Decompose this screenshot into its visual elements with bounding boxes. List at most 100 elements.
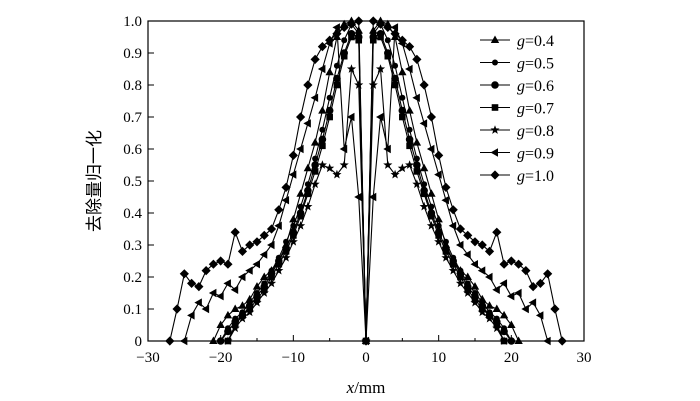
data-point-marker [455,240,464,250]
data-point-marker [434,237,444,246]
plot-marks [165,16,567,346]
data-point-marker [283,238,290,245]
data-point-marker [477,240,487,250]
data-point-marker [194,298,202,307]
data-point-marker [514,259,524,269]
data-point-marker [390,29,400,39]
y-tick-label: 0.1 [123,302,142,318]
data-point-marker [252,260,260,269]
data-point-marker [448,221,457,230]
data-point-marker [406,142,413,150]
data-point-marker [441,253,451,262]
legend-label-var: g [517,146,525,163]
data-point-marker [499,279,508,288]
data-point-marker [325,106,334,115]
y-tick-label: 0.6 [123,142,142,158]
data-point-marker [500,327,508,336]
data-point-marker [252,297,262,307]
data-point-marker [325,35,335,45]
data-point-marker [506,256,516,266]
series-g-0-8 [223,64,509,345]
data-point-marker [237,246,248,256]
series-line [183,27,549,342]
legend-item: g=0.4 [480,33,554,50]
data-point-marker [230,285,239,294]
data-point-marker [413,168,421,175]
data-point-marker [427,189,436,197]
data-point-marker [303,80,313,90]
y-tick-label: 0.5 [123,174,142,190]
data-point-marker [490,125,500,134]
data-point-marker [492,304,501,312]
data-point-marker [326,113,333,121]
data-point-marker [317,64,326,74]
x-tick-label: −20 [209,350,232,366]
data-point-marker [245,307,255,317]
data-point-marker [296,221,306,230]
y-tick-label: 0 [135,334,143,350]
y-tick-label: 1.0 [123,14,142,30]
legend-label-value: =0.9 [525,146,554,163]
data-point-marker [455,224,466,234]
data-point-marker [201,304,210,314]
data-point-marker [281,182,291,192]
legend-label: g=0.6 [517,78,554,95]
data-point-marker [201,266,211,276]
data-point-marker [325,67,334,76]
data-point-marker [449,260,457,268]
data-point-marker [216,320,225,328]
legend-item: g=0.6 [480,78,554,95]
data-point-marker [490,35,500,43]
legend-label-value: =1.0 [525,168,554,185]
data-point-marker [463,272,472,280]
data-point-marker [419,80,429,90]
x-tick-label: −30 [136,350,159,366]
data-point-marker [470,237,480,247]
legend-label-value: =0.8 [525,123,554,140]
data-point-marker [490,148,498,157]
data-point-marker [303,163,313,172]
data-point-marker [341,37,348,44]
data-point-marker [484,313,495,323]
y-tick-label: 0.2 [123,270,142,286]
data-point-marker [405,42,415,52]
data-point-marker [237,272,246,282]
legend-label-var: g [517,168,525,185]
data-point-marker [384,37,391,44]
data-point-marker [448,265,458,275]
series-g-0-7 [224,33,508,345]
legend: g=0.4g=0.5g=0.6g=0.7g=0.8g=0.9g=1.0 [480,33,554,185]
data-point-marker [528,282,538,292]
x-tick-label: 30 [577,350,592,366]
data-point-marker [442,238,449,245]
data-point-marker [223,279,231,288]
data-point-marker [187,311,195,320]
data-point-marker [383,144,391,154]
y-tick-label: 0.4 [123,206,142,222]
data-point-marker [490,170,500,180]
tick-labels: −30 −20 −10 0 10 20 30 0 0.1 0.2 0.3 0.4 0.5 0.6 0.7 0.… [123,14,591,366]
data-point-marker [428,212,435,220]
y-tick-label: 0.3 [123,238,142,254]
data-point-marker [499,259,509,269]
data-point-marker [368,80,378,89]
data-point-marker [339,22,349,32]
data-point-marker [492,285,500,294]
data-point-marker [303,119,311,128]
y-axis-label: 去除量归一化 [85,130,105,232]
data-point-marker [332,29,342,39]
x-tick-label: −10 [282,350,305,366]
data-point-marker [340,52,348,60]
data-point-marker [499,310,509,319]
data-point-marker [179,269,189,279]
data-point-marker [296,112,306,122]
data-point-marker [384,52,392,60]
data-point-marker [259,230,269,240]
data-point-marker [405,160,415,169]
data-point-marker [470,297,480,307]
x-tick-label: 20 [504,350,519,366]
data-point-marker [304,190,312,198]
data-point-marker [507,320,516,328]
data-point-marker [399,113,406,121]
data-point-marker [267,240,275,250]
